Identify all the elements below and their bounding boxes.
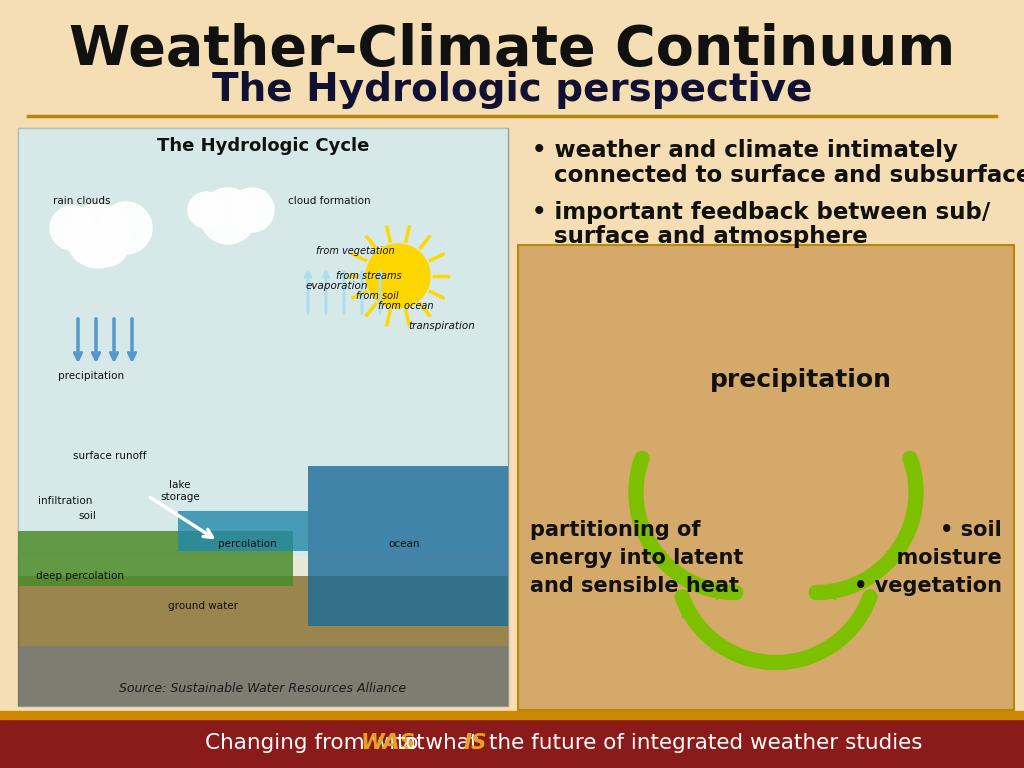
Text: from vegetation: from vegetation — [316, 246, 394, 256]
Text: surface and atmosphere: surface and atmosphere — [554, 226, 867, 249]
FancyBboxPatch shape — [518, 245, 1014, 710]
Text: partitioning of
energy into latent
and sensible heat: partitioning of energy into latent and s… — [530, 519, 743, 595]
Text: lake
storage: lake storage — [160, 480, 200, 502]
Text: rain clouds: rain clouds — [53, 196, 111, 206]
Text: The Hydrologic perspective: The Hydrologic perspective — [212, 71, 812, 109]
Text: Changing from what: Changing from what — [206, 733, 432, 753]
Bar — [18, 531, 293, 586]
Text: • important feedback between sub/: • important feedback between sub/ — [532, 200, 990, 223]
Circle shape — [66, 204, 130, 268]
Text: from streams: from streams — [336, 271, 401, 281]
Bar — [18, 128, 508, 706]
Circle shape — [50, 206, 94, 250]
Bar — [0, 718, 1024, 768]
Text: ocean: ocean — [388, 539, 420, 549]
Text: • soil
  moisture
• vegetation: • soil moisture • vegetation — [854, 519, 1002, 595]
Text: cloud formation: cloud formation — [288, 196, 371, 206]
Bar — [0, 711, 1024, 719]
Bar — [308, 466, 508, 626]
Circle shape — [230, 188, 274, 232]
Text: soil: soil — [78, 511, 96, 521]
Text: Weather-Climate Continuum: Weather-Climate Continuum — [69, 23, 955, 77]
Text: transpiration: transpiration — [408, 321, 475, 331]
Text: percolation: percolation — [218, 539, 276, 549]
Text: Source: Sustainable Water Resources Alliance: Source: Sustainable Water Resources Alli… — [120, 681, 407, 694]
Text: evaporation: evaporation — [306, 281, 369, 291]
Bar — [18, 128, 508, 556]
Text: ground water: ground water — [168, 601, 238, 611]
Circle shape — [200, 188, 256, 244]
Circle shape — [88, 226, 128, 266]
Circle shape — [366, 244, 430, 308]
Text: from soil: from soil — [356, 291, 398, 301]
Text: The Hydrologic Cycle: The Hydrologic Cycle — [157, 137, 370, 155]
Circle shape — [70, 228, 106, 264]
Text: surface runoff: surface runoff — [73, 451, 146, 461]
Text: the future of integrated weather studies: the future of integrated weather studies — [482, 733, 923, 753]
Bar — [18, 646, 508, 706]
Text: deep percolation: deep percolation — [36, 571, 124, 581]
Text: IS: IS — [464, 733, 487, 753]
Circle shape — [188, 192, 224, 228]
Text: precipitation: precipitation — [710, 368, 892, 392]
Text: WAS: WAS — [361, 733, 417, 753]
Text: precipitation: precipitation — [58, 371, 124, 381]
Bar — [18, 576, 508, 706]
Text: • weather and climate intimately: • weather and climate intimately — [532, 140, 957, 163]
Bar — [178, 511, 308, 551]
Text: to what: to what — [390, 733, 485, 753]
Text: from ocean: from ocean — [378, 301, 433, 311]
Circle shape — [100, 202, 152, 254]
Text: connected to surface and subsurface: connected to surface and subsurface — [554, 164, 1024, 187]
Text: infiltration: infiltration — [38, 496, 92, 506]
